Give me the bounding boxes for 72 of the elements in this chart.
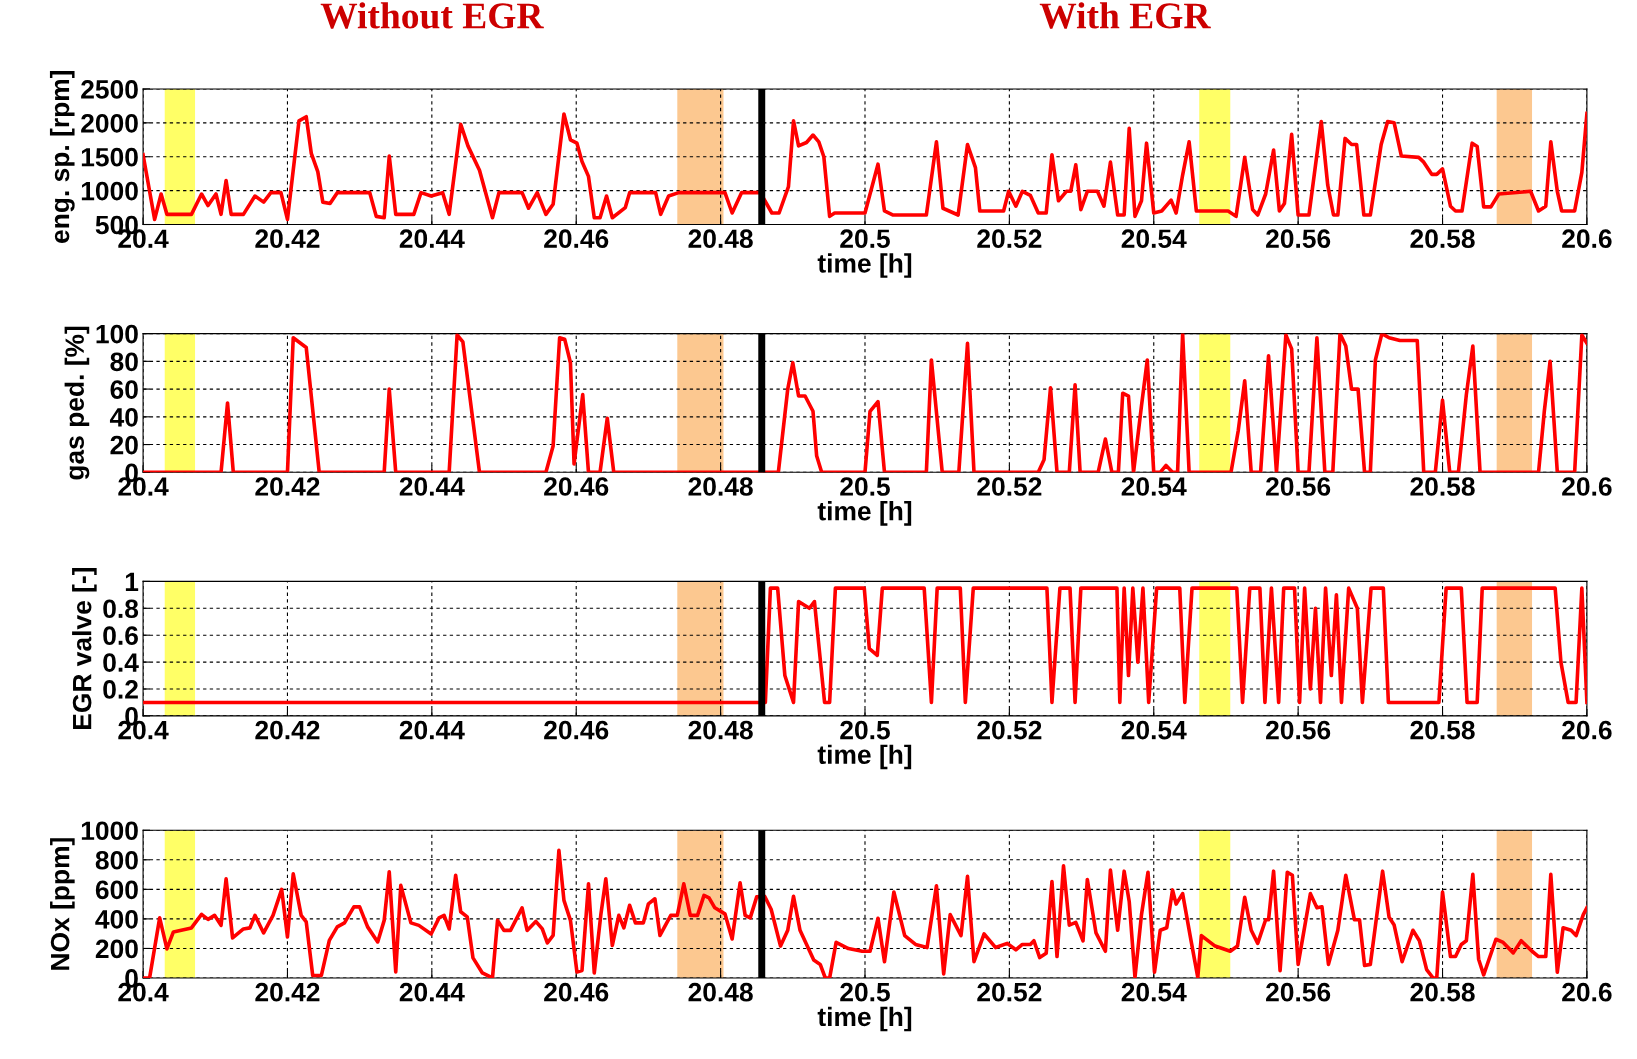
x-tick-label: 20.46 [544,720,609,740]
line-series [143,586,1587,705]
x-axis-title: time [h] [817,501,912,526]
line-series [143,333,1587,473]
x-tick-label: 20.54 [1121,229,1187,249]
x-tick-label: 20.42 [255,229,320,249]
x-tick-label: 20.5 [840,982,890,1002]
x-tick-label: 20.44 [399,982,465,1002]
y-tick-label: 60 [110,380,138,399]
y-axis-title: gas ped. [%] [64,326,90,480]
x-tick-label: 20.54 [1121,477,1187,496]
x-tick-label: 20.52 [977,229,1042,249]
x-tick-label: 20.42 [255,477,320,496]
x-tick-label: 20.5 [840,229,890,249]
x-tick-label: 20.56 [1266,720,1331,740]
x-tick-label: 20.52 [977,982,1042,1002]
y-tick-label: 200 [95,939,138,959]
x-tick-label: 20.58 [1410,720,1475,740]
x-tick-label: 20.46 [544,477,609,496]
x-tick-label: 20.56 [1266,982,1331,1002]
y-axis-title: eng. sp. [rpm] [49,70,75,243]
x-tick-label: 20.56 [1266,229,1331,249]
x-tick-label: 20.54 [1121,720,1187,740]
x-tick-label: 20.48 [688,229,753,249]
y-tick-label: 600 [95,880,138,900]
x-axis-title: time [h] [817,1006,912,1032]
x-tick-label: 20.44 [399,720,465,740]
x-axis-title: time [h] [817,253,912,278]
x-tick-label: 20.58 [1410,982,1475,1002]
x-tick-label: 20.48 [688,982,753,1002]
x-tick-label: 20.58 [1410,229,1475,249]
x-tick-label: 20.5 [840,477,890,496]
x-tick-label: 20.52 [977,477,1042,496]
y-tick-label: 800 [95,850,138,870]
line-series [143,111,1587,222]
y-tick-label: 20 [110,435,138,455]
x-tick-label: 20.42 [255,720,320,740]
y-axis-title: NOx [ppm] [50,838,75,970]
x-tick-label: 20.6 [1562,982,1612,1002]
x-tick-label: 20.56 [1266,477,1331,496]
x-tick-label: 20.6 [1562,477,1612,496]
y-tick-label: 0.4 [103,653,139,672]
x-tick-label: 20.6 [1562,229,1612,249]
text: With EGR [1039,2,1211,29]
y-tick-label: 0.2 [103,680,138,699]
y-tick-label: 40 [109,407,138,427]
x-axis-title: time [h] [817,744,912,770]
x-tick-label: 20.44 [399,229,465,249]
text: Without EGR [320,2,544,29]
y-axis-title: EGR valve [-] [72,567,97,729]
x-tick-label: 20.6 [1562,720,1612,740]
y-tick-label: 2000 [81,113,138,133]
y-tick-label: 1500 [81,147,138,167]
y-tick-label: 1 [125,572,139,591]
x-tick-label: 20.48 [688,477,753,496]
y-tick-label: 0.8 [103,599,139,619]
x-tick-label: 20.52 [977,720,1042,740]
y-tick-label: 2500 [81,80,138,99]
y-tick-label: 1000 [81,181,138,201]
y-tick-label: 1000 [81,821,138,841]
x-tick-label: 20.44 [399,477,465,496]
y-tick-label: 0.6 [103,626,138,646]
x-tick-label: 20.46 [544,982,609,1002]
y-tick-label: 400 [95,910,138,929]
x-tick-label: 20.42 [255,982,320,1002]
y-tick-label: 100 [96,324,138,344]
x-tick-label: 20.46 [544,229,609,249]
x-tick-label: 20.48 [688,720,753,740]
x-tick-label: 20.54 [1121,982,1187,1002]
x-tick-label: 20.5 [840,720,890,740]
y-tick-label: 80 [110,352,138,372]
x-tick-label: 20.58 [1410,477,1475,496]
